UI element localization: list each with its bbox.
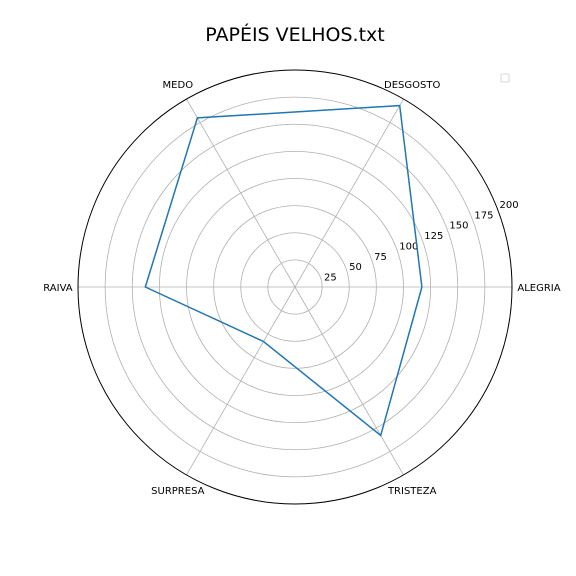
outer-frame <box>77 69 513 505</box>
series-line-0 <box>144 104 423 437</box>
chart-title: PAPÉIS VELHOS.txt <box>205 23 384 46</box>
radial-tick-150: 150 <box>449 221 468 232</box>
spoke-desgosto <box>294 98 404 288</box>
legend-box <box>500 73 510 83</box>
radial-tick-125: 125 <box>424 231 443 242</box>
spoke-surpresa <box>186 286 296 476</box>
radial-tick-75: 75 <box>374 252 387 263</box>
category-label-tristeza: TRISTEZA <box>387 486 437 497</box>
spoke-medo <box>186 98 296 288</box>
radial-tick-100: 100 <box>399 241 418 252</box>
series-layer <box>144 104 423 437</box>
spoke-tristeza <box>294 286 404 476</box>
radial-tick-25: 25 <box>324 273 337 284</box>
category-label-medo: MEDO <box>163 80 194 91</box>
radial-tick-175: 175 <box>474 210 493 221</box>
category-label-surpresa: SURPRESA <box>151 486 204 497</box>
radial-tick-200: 200 <box>499 200 518 211</box>
category-labels: ALEGRIA DESGOSTO MEDO RAIVA SURPRESA TRISTEZA <box>43 80 560 497</box>
category-label-desgosto: DESGOSTO <box>384 80 440 91</box>
radial-tick-50: 50 <box>349 262 362 273</box>
category-label-alegria: ALEGRIA <box>517 283 560 294</box>
grid <box>77 69 513 505</box>
category-label-raiva: RAIVA <box>43 283 73 294</box>
radial-tick-labels: 25 50 75 100 125 150 175 200 <box>324 200 519 284</box>
